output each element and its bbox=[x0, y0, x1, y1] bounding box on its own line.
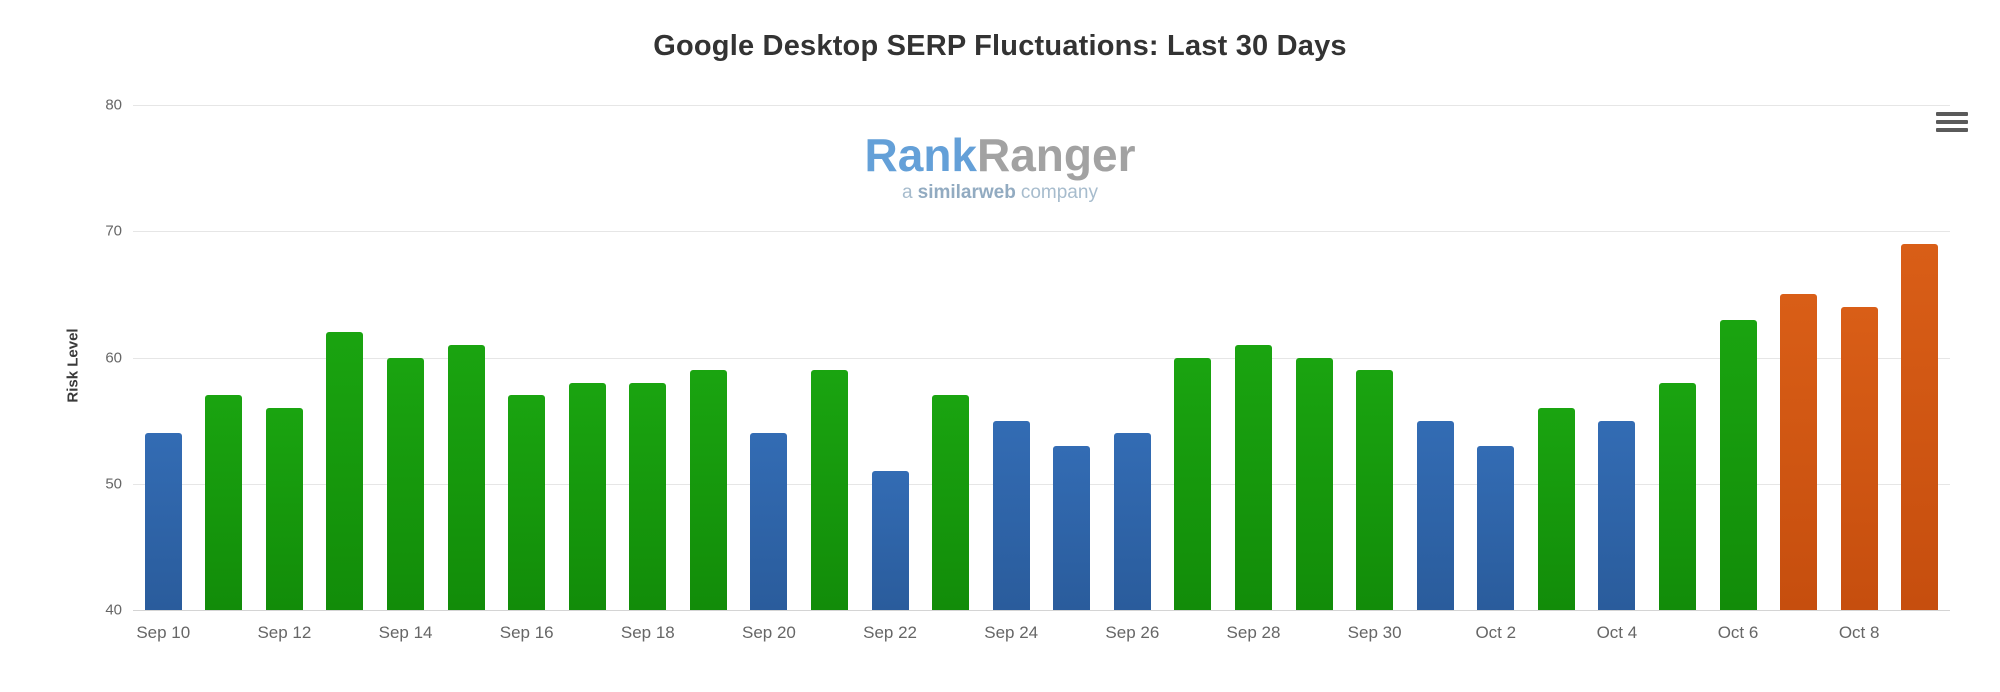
hamburger-menu-icon bbox=[1936, 120, 1968, 124]
chart-bar-oct-7[interactable] bbox=[1780, 294, 1818, 610]
gridline-60 bbox=[133, 357, 1950, 359]
tagline-prefix: a bbox=[902, 182, 913, 203]
chart-bar-sep-26[interactable] bbox=[1113, 433, 1151, 610]
chart-bar-sep-12[interactable] bbox=[265, 408, 303, 610]
y-tick-label-70: 70 bbox=[105, 222, 122, 240]
gridline-40 bbox=[133, 610, 1950, 611]
gridline-70 bbox=[133, 231, 1950, 233]
x-tick-label-sep-22: Sep 22 bbox=[863, 623, 918, 642]
chart-bar-sep-20[interactable] bbox=[750, 433, 788, 610]
x-tick-label-sep-16: Sep 16 bbox=[499, 623, 554, 642]
chart-bar-sep-25[interactable] bbox=[1053, 445, 1091, 610]
x-tick-label-sep-10: Sep 10 bbox=[136, 623, 191, 642]
chart-title: Google Desktop SERP Fluctuations: Last 3… bbox=[653, 30, 1347, 62]
chart-bar-oct-9[interactable] bbox=[1901, 243, 1939, 610]
tagline-suffix: company bbox=[1020, 182, 1098, 203]
x-tick-label-oct-6: Oct 6 bbox=[1717, 623, 1759, 642]
chart-bar-oct-8[interactable] bbox=[1840, 307, 1878, 610]
x-tick-label-sep-12: Sep 12 bbox=[257, 623, 312, 642]
chart-bar-sep-24[interactable] bbox=[992, 420, 1030, 610]
rankranger-logo-text: RankRanger bbox=[865, 132, 1136, 178]
chart-bar-sep-17[interactable] bbox=[568, 382, 606, 610]
chart-bar-sep-11[interactable] bbox=[205, 395, 243, 610]
x-tick-label-sep-14: Sep 14 bbox=[378, 623, 433, 642]
plot-area: Sep 10 Sep 12 Sep 14 Sep 16 Sep 18 Sep 20 Sep … bbox=[133, 105, 1950, 642]
chart-bar-oct-1[interactable] bbox=[1416, 420, 1454, 610]
chart-bar-sep-22[interactable] bbox=[871, 471, 909, 610]
y-tick-label-50: 50 bbox=[105, 475, 122, 493]
chart-bar-sep-29[interactable] bbox=[1295, 357, 1333, 610]
y-tick-label-60: 60 bbox=[105, 349, 122, 366]
chart-bar-sep-28[interactable] bbox=[1234, 344, 1272, 610]
similarweb-tagline: a similarweb company bbox=[865, 182, 1136, 204]
chart-context-menu-button[interactable] bbox=[1932, 106, 1972, 138]
chart-bar-oct-5[interactable] bbox=[1658, 382, 1696, 610]
x-tick-label-sep-28: Sep 28 bbox=[1226, 623, 1281, 642]
y-tick-label-40: 40 bbox=[105, 601, 122, 619]
chart-bar-sep-23[interactable] bbox=[932, 395, 970, 610]
x-tick-label-oct-4: Oct 4 bbox=[1596, 623, 1638, 642]
chart-bar-sep-10[interactable] bbox=[144, 433, 182, 610]
chart-bar-oct-6[interactable] bbox=[1719, 319, 1757, 610]
gridline-50 bbox=[133, 483, 1950, 485]
x-tick-label-sep-24: Sep 24 bbox=[984, 623, 1039, 642]
logo-ranger-text: Ranger bbox=[977, 129, 1136, 181]
tagline-brand: similarweb bbox=[917, 182, 1016, 203]
chart-bar-sep-30[interactable] bbox=[1356, 370, 1394, 610]
chart-bar-sep-15[interactable] bbox=[447, 344, 485, 610]
chart-bar-sep-14[interactable] bbox=[387, 357, 425, 610]
chart-bar-oct-3[interactable] bbox=[1537, 408, 1575, 610]
chart-bar-oct-4[interactable] bbox=[1598, 420, 1636, 610]
x-tick-label-sep-26: Sep 26 bbox=[1105, 623, 1160, 642]
x-tick-label-oct-2: Oct 2 bbox=[1475, 623, 1517, 642]
x-tick-label-oct-8: Oct 8 bbox=[1838, 623, 1880, 642]
x-tick-label-sep-18: Sep 18 bbox=[620, 623, 675, 642]
chart-bar-sep-16[interactable] bbox=[508, 395, 546, 610]
x-tick-label-sep-20: Sep 20 bbox=[741, 623, 796, 642]
hamburger-menu-icon bbox=[1936, 128, 1968, 132]
logo-rank-text: Rank bbox=[864, 129, 977, 181]
hamburger-menu-icon bbox=[1936, 112, 1968, 116]
chart-bar-sep-13[interactable] bbox=[326, 332, 364, 610]
chart-bar-oct-2[interactable] bbox=[1477, 445, 1515, 610]
chart-bar-sep-19[interactable] bbox=[689, 370, 727, 610]
chart-bar-sep-21[interactable] bbox=[811, 370, 849, 610]
x-tick-label-sep-30: Sep 30 bbox=[1347, 623, 1402, 642]
gridline-80 bbox=[133, 105, 1950, 106]
chart-bar-sep-18[interactable] bbox=[629, 382, 667, 610]
chart-bar-sep-27[interactable] bbox=[1174, 357, 1212, 610]
rankranger-watermark: RankRanger a similarweb company bbox=[865, 132, 1136, 204]
y-tick-label-80: 80 bbox=[105, 96, 122, 114]
